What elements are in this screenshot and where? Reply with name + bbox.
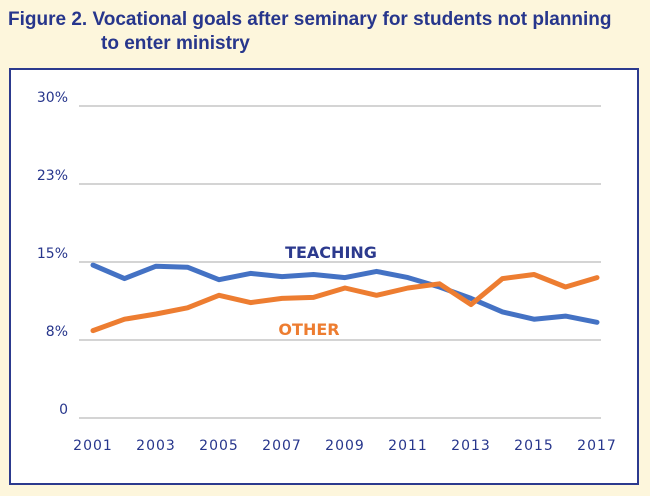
y-tick-label: 30%: [37, 90, 68, 106]
series-line-teaching: [90, 262, 600, 325]
x-tick-label: 2007: [262, 438, 302, 454]
x-tick-label: 2005: [199, 438, 239, 454]
x-tick-label: 2017: [577, 438, 617, 454]
x-tick-label: 2003: [136, 438, 176, 454]
chart-frame: 0 8% 15% 23% 30% 2001 2003 2005 2007 2009 2011 201…: [9, 68, 639, 485]
x-axis-labels: 2001 2003 2005 2007 2009 2011 2013 2015 2017: [73, 438, 617, 454]
x-tick-label: 2009: [325, 438, 365, 454]
x-tick-label: 2015: [514, 438, 554, 454]
series-label-other: OTHER: [278, 320, 339, 339]
y-axis-labels: 0 8% 15% 23% 30%: [37, 90, 68, 418]
series-label-teaching: TEACHING: [285, 243, 377, 262]
x-tick-label: 2013: [451, 438, 491, 454]
chart-title: Figure 2. Vocational goals after seminar…: [8, 8, 644, 56]
x-tick-label: 2001: [73, 438, 113, 454]
series-line-other: [90, 272, 600, 334]
line-chart: 0 8% 15% 23% 30% 2001 2003 2005 2007 2009 2011 201…: [37, 90, 617, 454]
title-line-2: to enter ministry: [101, 33, 250, 54]
series-labels: TEACHING OTHER: [278, 243, 377, 339]
series-lines: [90, 262, 600, 334]
y-tick-label: 23%: [37, 168, 68, 184]
x-tick-label: 2011: [388, 438, 428, 454]
y-tick-label: 15%: [37, 246, 68, 262]
y-tick-label: 8%: [46, 324, 68, 340]
y-tick-label: 0: [59, 402, 68, 418]
gridlines: [79, 105, 601, 419]
title-line-1: Figure 2. Vocational goals after seminar…: [8, 9, 612, 30]
